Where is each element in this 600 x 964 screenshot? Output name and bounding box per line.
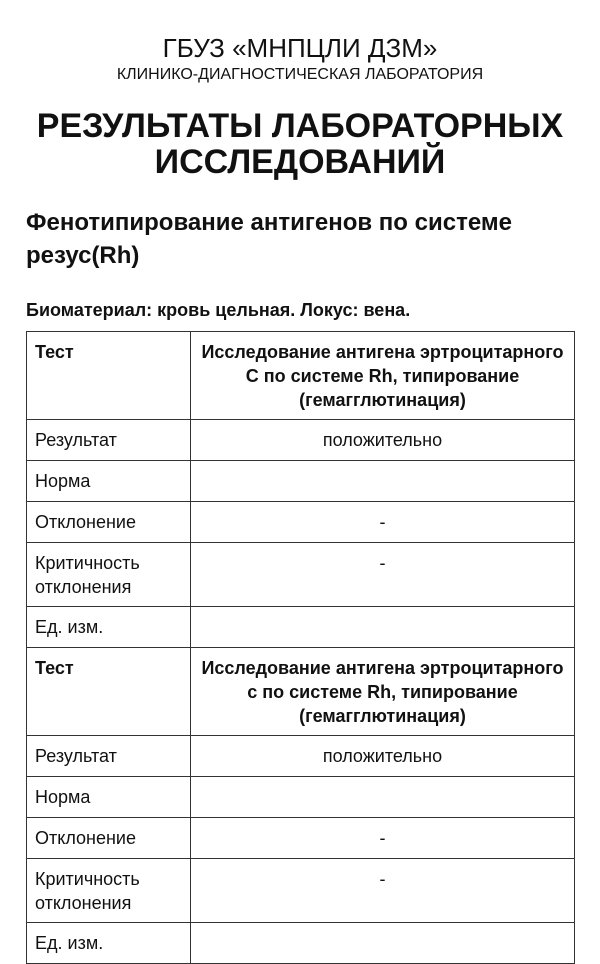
table-row-result: Результат положительно (26, 419, 575, 461)
table-row-norm: Норма (26, 460, 575, 502)
results-table: Тест Исследование антигена эртроцитарного… (26, 331, 575, 964)
label-norm: Норма (26, 460, 191, 502)
norm-value (190, 460, 575, 502)
table-row-criticality: Критичность отклонения - (26, 858, 575, 923)
label-unit: Ед. изм. (26, 606, 191, 648)
label-deviation: Отклонение (26, 817, 191, 859)
deviation-value: - (190, 501, 575, 543)
unit-value (190, 606, 575, 648)
section-title: Фенотипирование антигенов по системе рез… (26, 209, 512, 269)
table-row-criticality: Критичность отклонения - (26, 542, 575, 607)
label-test: Тест (26, 331, 191, 420)
organization-name: ГБУЗ «МНПЦЛИ ДЗМ» (162, 33, 438, 63)
label-test: Тест (26, 647, 191, 736)
table-row-unit: Ед. изм. (26, 606, 575, 648)
table-row-test: Тест Исследование антигена эртроцитарного… (26, 331, 575, 420)
criticality-value: - (190, 542, 575, 607)
result-value: положительно (190, 419, 575, 461)
test-name: Исследование антигена эртроцитарного С п… (190, 331, 575, 420)
test-name: Исследование антигена эртроцитарного с п… (190, 647, 575, 736)
label-deviation: Отклонение (26, 501, 191, 543)
label-result: Результат (26, 735, 191, 777)
label-criticality: Критичность отклонения (26, 542, 191, 607)
label-criticality: Критичность отклонения (26, 858, 191, 923)
biomaterial-info: Биоматериал: кровь цельная. Локус: вена. (26, 300, 411, 320)
table-row-deviation: Отклонение - (26, 817, 575, 859)
result-value: положительно (190, 735, 575, 777)
table-row-deviation: Отклонение - (26, 501, 575, 543)
deviation-value: - (190, 817, 575, 859)
page-title: РЕЗУЛЬТАТЫ ЛАБОРАТОРНЫХ ИССЛЕДОВАНИЙ (36, 107, 564, 181)
table-row-norm: Норма (26, 776, 575, 818)
criticality-value: - (190, 858, 575, 923)
table-row-test: Тест Исследование антигена эртроцитарного… (26, 647, 575, 736)
label-norm: Норма (26, 776, 191, 818)
laboratory-name: КЛИНИКО-ДИАГНОСТИЧЕСКАЯ ЛАБОРАТОРИЯ (116, 66, 484, 83)
unit-value (190, 922, 575, 964)
table-row-result: Результат положительно (26, 735, 575, 777)
norm-value (190, 776, 575, 818)
label-result: Результат (26, 419, 191, 461)
table-row-unit: Ед. изм. (26, 922, 575, 964)
label-unit: Ед. изм. (26, 922, 191, 964)
